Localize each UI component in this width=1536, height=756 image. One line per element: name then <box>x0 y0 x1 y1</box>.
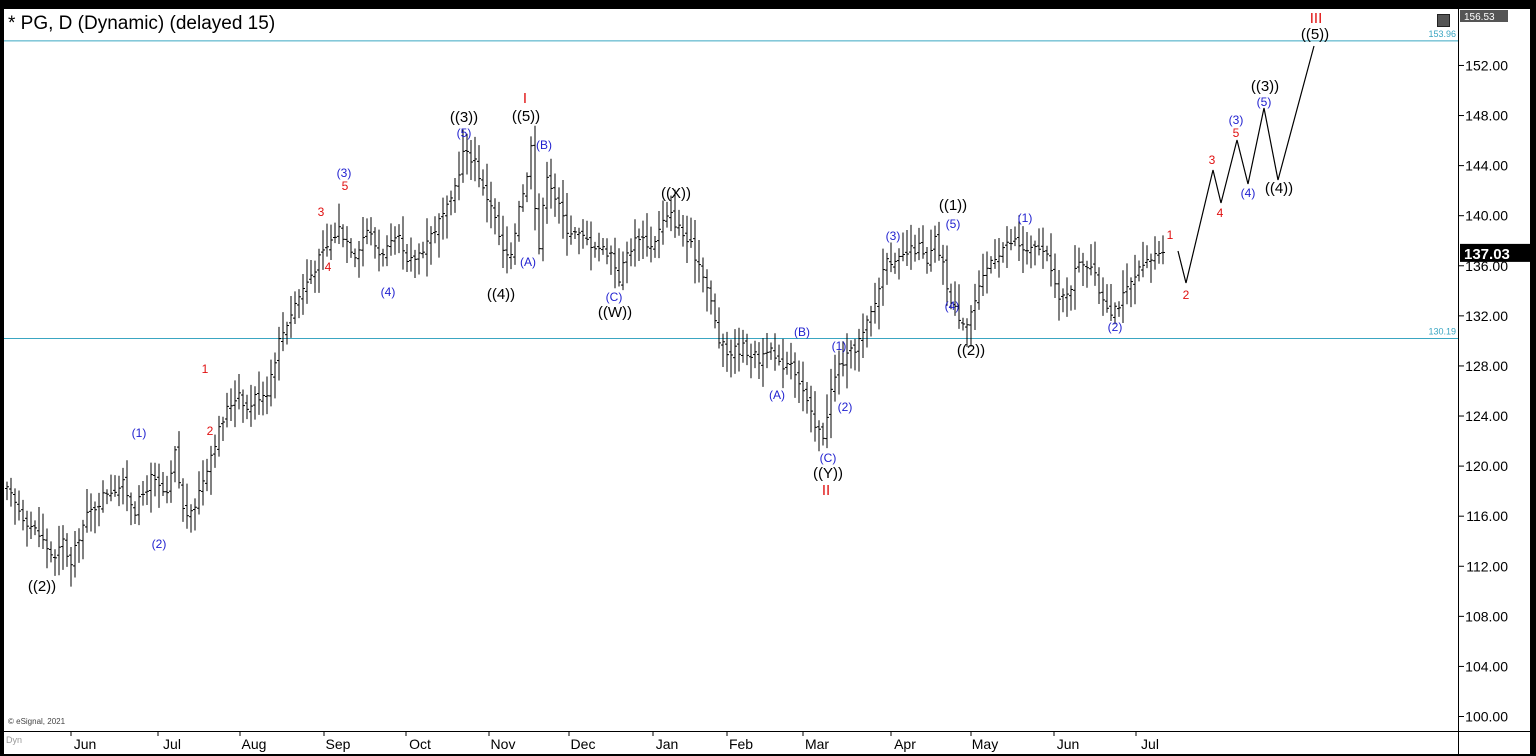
wave-label: ((2)) <box>957 342 985 359</box>
y-tick-label: 120.00 <box>1465 458 1508 474</box>
x-tick-label: Mar <box>805 736 829 752</box>
ohlc-bars <box>5 125 1165 587</box>
wave-label: (1) <box>132 426 147 440</box>
x-tick-label: Jun <box>1057 736 1080 752</box>
wave-label: (4) <box>1241 186 1256 200</box>
x-tick-label: Nov <box>491 736 516 752</box>
x-tick-label: May <box>972 736 998 752</box>
x-tick-label: Aug <box>242 736 267 752</box>
x-tick-label: Jan <box>656 736 679 752</box>
y-tick-label: 104.00 <box>1465 658 1508 674</box>
wave-label: ((W)) <box>598 304 632 321</box>
top-price-label: 156.53 <box>1464 12 1495 23</box>
chart-title: * PG, D (Dynamic) (delayed 15) <box>8 13 276 34</box>
y-tick-label: 124.00 <box>1465 408 1508 424</box>
wave-label: ((3)) <box>450 109 478 126</box>
x-tick-label: Jun <box>74 736 97 752</box>
wave-label: (2) <box>152 537 167 551</box>
axis-corner <box>1459 732 1530 754</box>
wave-label: (1) <box>1018 211 1033 225</box>
wave-label: 2 <box>1183 288 1190 302</box>
projection-path <box>1177 45 1315 284</box>
wave-label: ((5)) <box>512 108 540 125</box>
wave-label: (4) <box>381 285 396 299</box>
y-tick-label: 148.00 <box>1465 108 1508 124</box>
current-price-tag <box>1460 243 1530 262</box>
y-tick-label: 108.00 <box>1465 608 1508 624</box>
y-tick-label: 152.00 <box>1465 57 1508 73</box>
x-tick-label: Sep <box>326 736 351 752</box>
x-tick-label: Apr <box>894 736 916 752</box>
wave-label: 3 <box>1209 153 1216 167</box>
wave-label: ((2)) <box>28 578 56 595</box>
time-axis[interactable] <box>4 732 1458 754</box>
price-axis[interactable] <box>1459 9 1530 731</box>
wave-label: 1 <box>202 362 209 376</box>
wave-label: (5) <box>1257 95 1272 109</box>
wave-label: (5) <box>946 217 961 231</box>
wave-label: 2 <box>207 424 214 438</box>
wave-label: (C) <box>820 451 837 465</box>
wave-label: III <box>1310 10 1323 27</box>
wave-label: 5 <box>342 179 349 193</box>
wave-label: (1) <box>832 339 847 353</box>
dyn-label: Dyn <box>6 735 23 745</box>
x-tick-label: Oct <box>409 736 431 752</box>
y-tick-label: 144.00 <box>1465 158 1508 174</box>
y-tick-label: 128.00 <box>1465 358 1508 374</box>
wave-label: (3) <box>337 166 352 180</box>
wave-label: II <box>822 482 830 499</box>
x-tick-label: Feb <box>729 736 753 752</box>
wave-label: ((1)) <box>939 197 967 214</box>
wave-label: (A) <box>520 255 536 269</box>
wave-label: ((5)) <box>1301 26 1329 43</box>
wave-label: 4 <box>1217 206 1224 220</box>
y-tick-label: 140.00 <box>1465 208 1508 224</box>
wave-label: (2) <box>838 400 853 414</box>
y-tick-label: 100.00 <box>1465 709 1508 725</box>
copyright-text: © eSignal, 2021 <box>8 717 66 726</box>
wave-label: (3) <box>886 229 901 243</box>
wave-label: (C) <box>606 290 623 304</box>
wave-label: ((4)) <box>1265 180 1293 197</box>
wave-label: ((X)) <box>661 185 691 202</box>
y-tick-label: 116.00 <box>1466 508 1508 524</box>
y-tick-label: 132.00 <box>1465 308 1508 324</box>
wave-label: 5 <box>1233 126 1240 140</box>
x-tick-label: Dec <box>571 736 596 752</box>
y-tick-label: 112.00 <box>1466 558 1508 574</box>
horizontal-line-label: 153.96 <box>1428 29 1456 39</box>
x-tick-label: Jul <box>163 736 181 752</box>
wave-label: 3 <box>318 205 325 219</box>
wave-label: (3) <box>1229 113 1244 127</box>
horizontal-line-label: 130.19 <box>1428 327 1456 337</box>
wave-label: ((4)) <box>487 286 515 303</box>
wave-label: (2) <box>1108 320 1123 334</box>
top-price-tag <box>1460 10 1508 22</box>
current-price-label: 137.03 <box>1464 246 1510 263</box>
x-tick-label: Jul <box>1141 736 1159 752</box>
wave-label: (4) <box>945 299 960 313</box>
wave-label: I <box>523 90 527 107</box>
wave-label: 4 <box>325 260 332 274</box>
wave-label: (B) <box>794 325 810 339</box>
wave-label: ((3)) <box>1251 78 1279 95</box>
wave-label: (B) <box>536 138 552 152</box>
wave-label: 1 <box>1167 228 1174 242</box>
window-options-icon[interactable] <box>1437 14 1450 27</box>
wave-label: (A) <box>769 388 785 402</box>
wave-label: ((Y)) <box>813 465 843 482</box>
wave-label: (5) <box>457 126 472 140</box>
